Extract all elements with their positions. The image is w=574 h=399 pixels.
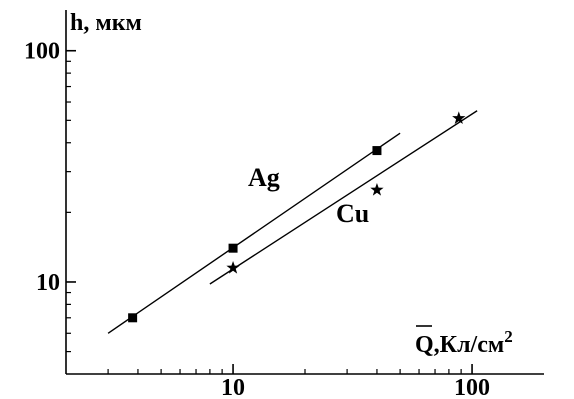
fit-lines (107, 110, 478, 334)
series-label-ag: Ag (248, 163, 280, 192)
data-points (128, 111, 466, 323)
data-point-ag (128, 313, 138, 323)
x-tick-label: 100 (454, 375, 490, 399)
y-tick-label: 10 (36, 270, 60, 296)
data-point-cu (226, 260, 240, 274)
data-point-ag (228, 243, 238, 253)
y-axis-title: h, мкм (70, 10, 142, 36)
y-tick-label: 100 (24, 39, 60, 65)
x-axis-title-unit: ,Кл/см (434, 332, 505, 358)
data-point-cu (452, 111, 466, 125)
x-axis-title-symbol: Q (415, 332, 434, 358)
series-label-cu: Cu (336, 199, 369, 228)
x-tick-label: 10 (221, 375, 245, 399)
data-point-cu (370, 182, 384, 196)
ticks: 10 100 10 100 (24, 39, 490, 399)
x-axis-title: Q,Кл/см2 (415, 327, 513, 358)
fit-line-ag (107, 132, 401, 334)
axes (65, 10, 544, 375)
x-axis-title-superscript: 2 (504, 327, 513, 346)
data-point-ag (372, 146, 382, 156)
fit-line-cu (209, 110, 478, 285)
